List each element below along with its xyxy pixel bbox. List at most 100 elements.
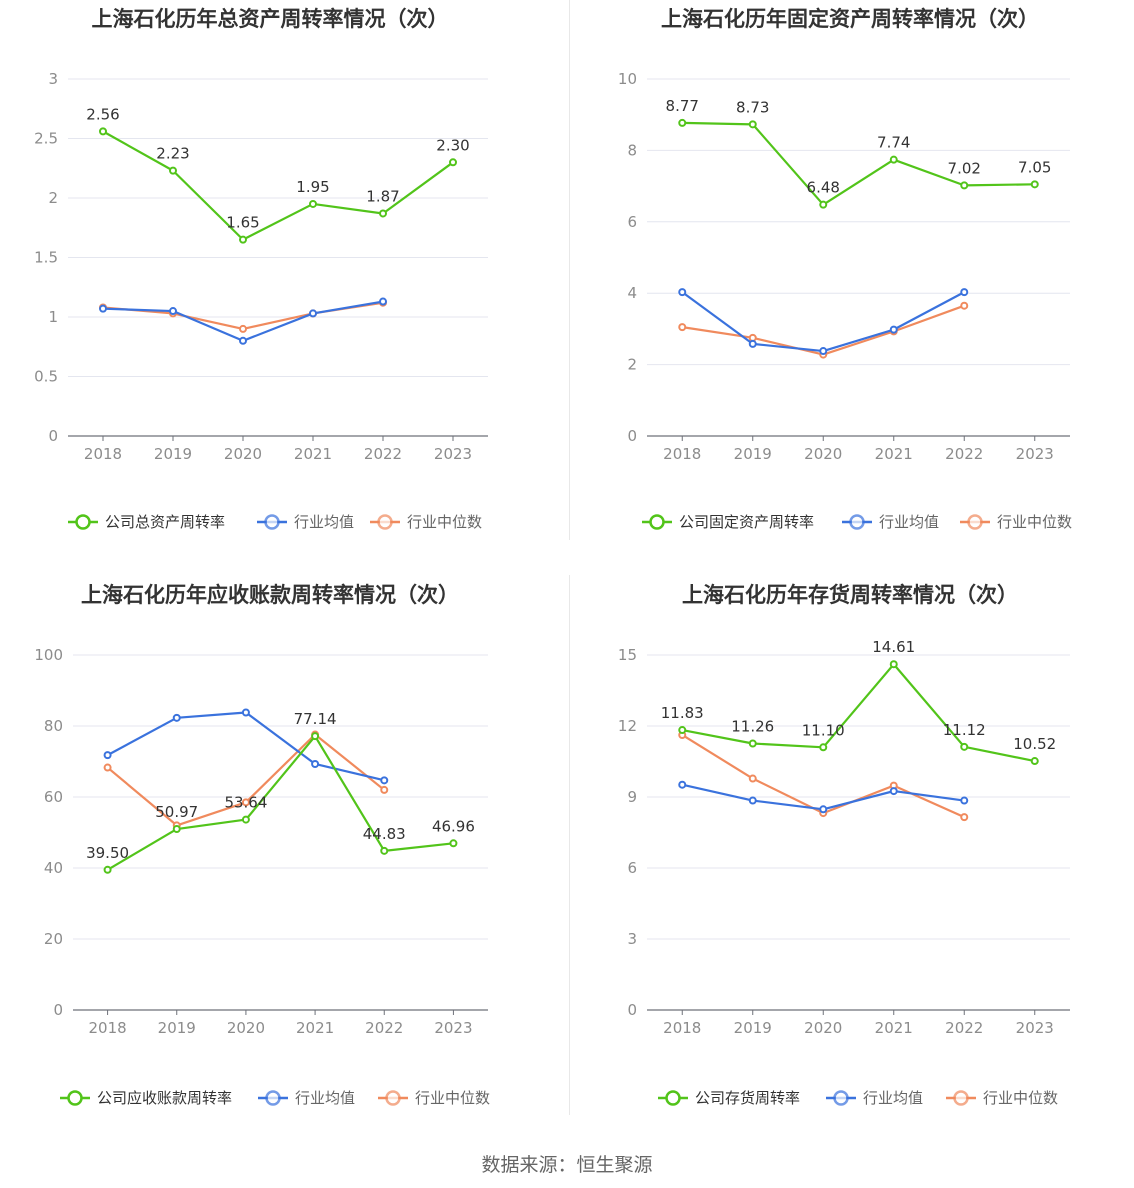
legend-label-industry-median: 行业中位数: [997, 513, 1072, 531]
legend-label-industry-median: 行业中位数: [415, 1089, 490, 1107]
y-tick-label: 12: [618, 717, 637, 735]
legend-marker-industry-median: [967, 514, 983, 530]
data-label: 6.48: [807, 179, 840, 197]
y-tick-label: 10: [618, 70, 637, 88]
data-point-company: [889, 660, 898, 669]
x-tick-label: 2020: [804, 1019, 842, 1037]
x-tick-label: 2022: [945, 1019, 983, 1037]
legend-label-industry-avg: 行业均值: [295, 1089, 355, 1107]
data-point-company: [819, 200, 828, 209]
data-label: 10.52: [1013, 735, 1056, 753]
data-point-company: [103, 865, 112, 874]
x-tick-label: 2021: [875, 1019, 913, 1037]
legend-marker-company: [665, 1090, 681, 1106]
y-tick-label: 15: [618, 646, 637, 664]
data-point-industry-avg: [103, 751, 112, 760]
chart-total-asset-turnover: 上海石化历年总资产周转率情况（次） 0 0.5 1 1.5 2 2.5 3 2018 2019 20…: [0, 0, 567, 576]
data-label: 1.95: [296, 178, 329, 196]
data-label: 2.56: [86, 105, 119, 123]
x-tick-label: 2020: [227, 1019, 265, 1037]
data-label: 1.65: [226, 214, 259, 232]
data-label: 11.26: [731, 718, 774, 736]
series-line-company: [107, 735, 454, 871]
data-point-industry-median: [960, 813, 969, 822]
data-label: 44.83: [363, 825, 406, 843]
legend-label-industry-avg: 行业均值: [879, 513, 939, 531]
legend-marker-industry-avg: [849, 514, 865, 530]
x-tick-label: 2020: [224, 445, 262, 463]
x-tick-label: 2018: [84, 445, 122, 463]
data-point-company: [960, 742, 969, 751]
legend-label-industry-median: 行业中位数: [407, 513, 482, 531]
x-tick-label: 2022: [945, 445, 983, 463]
legend-label-industry-median: 行业中位数: [983, 1089, 1058, 1107]
data-point-industry-avg: [748, 796, 757, 805]
x-tick-label: 2018: [663, 1019, 701, 1037]
y-tick-label: 2.5: [34, 130, 58, 148]
y-tick-label: 60: [44, 788, 63, 806]
x-tick-label: 2023: [1016, 445, 1054, 463]
data-point-company: [380, 846, 389, 855]
data-label: 77.14: [294, 710, 337, 728]
y-tick-label: 6: [627, 213, 637, 231]
data-point-company: [379, 209, 387, 218]
y-tick-label: 1.5: [34, 249, 58, 267]
data-label: 50.97: [155, 803, 198, 821]
y-tick-label: 2: [627, 356, 637, 374]
legend-marker-industry-median: [953, 1090, 969, 1106]
x-tick-label: 2021: [296, 1019, 334, 1037]
legend-marker-company: [75, 514, 91, 530]
legend-marker-industry-avg: [833, 1090, 849, 1106]
legend-marker-industry-median: [385, 1090, 401, 1106]
x-tick-label: 2022: [364, 445, 402, 463]
x-tick-label: 2019: [158, 1019, 196, 1037]
y-tick-label: 9: [627, 788, 637, 806]
data-point-company: [99, 127, 107, 136]
data-point-industry-median: [239, 324, 247, 333]
data-label: 39.50: [86, 844, 129, 862]
x-tick-label: 2019: [154, 445, 192, 463]
chart-title: 上海石化历年总资产周转率情况（次）: [92, 7, 449, 31]
data-point-company: [449, 839, 458, 848]
data-point-industry-avg: [960, 288, 969, 297]
legend-label-company: 公司存货周转率: [695, 1089, 800, 1107]
data-point-industry-avg: [309, 309, 317, 318]
data-label: 7.74: [877, 134, 910, 152]
y-tick-label: 6: [627, 859, 637, 877]
data-label: 2.23: [156, 145, 189, 163]
legend-label-industry-avg: 行业均值: [863, 1089, 923, 1107]
series-line-company: [102, 130, 454, 241]
data-point-company: [172, 825, 181, 834]
data-point-company: [1030, 180, 1039, 189]
data-point-company: [1030, 757, 1039, 766]
chart-svg: 上海石化历年应收账款周转率情况（次） 0 20 40 60 80 100 2018 2019 20…: [34, 583, 490, 1107]
y-tick-label: 0: [48, 427, 58, 445]
legend-marker-industry-median: [377, 514, 393, 530]
x-tick-label: 2021: [875, 445, 913, 463]
data-point-company: [241, 815, 250, 824]
chart-fixed-asset-turnover: 上海石化历年固定资产周转率情况（次） 0 2 4 6 8 10 2018 2019 2020 202…: [567, 0, 1134, 576]
y-tick-label: 0: [627, 427, 637, 445]
y-tick-label: 100: [34, 646, 63, 664]
data-point-industry-avg: [239, 336, 247, 345]
y-tick-label: 0: [627, 1001, 637, 1019]
data-point-company: [449, 158, 457, 167]
data-point-industry-avg: [311, 759, 320, 768]
data-point-industry-avg: [748, 339, 757, 348]
y-tick-label: 4: [627, 284, 637, 302]
data-point-industry-avg: [678, 780, 687, 789]
y-tick-label: 20: [44, 930, 63, 948]
data-point-company: [678, 118, 687, 127]
legend-label-company: 公司总资产周转率: [105, 513, 225, 531]
data-point-company: [309, 199, 317, 208]
x-tick-label: 2020: [804, 445, 842, 463]
data-label: 46.96: [432, 817, 475, 835]
x-tick-label: 2019: [734, 445, 772, 463]
y-tick-label: 2: [48, 189, 58, 207]
legend-marker-industry-avg: [265, 1090, 281, 1106]
data-point-company: [960, 181, 969, 190]
chart-receivable-turnover: 上海石化历年应收账款周转率情况（次） 0 20 40 60 80 100 2018 2019 20…: [0, 576, 567, 1152]
data-point-company: [311, 732, 320, 741]
data-source-name: 恒生聚源: [576, 1154, 653, 1176]
y-tick-label: 3: [627, 930, 637, 948]
